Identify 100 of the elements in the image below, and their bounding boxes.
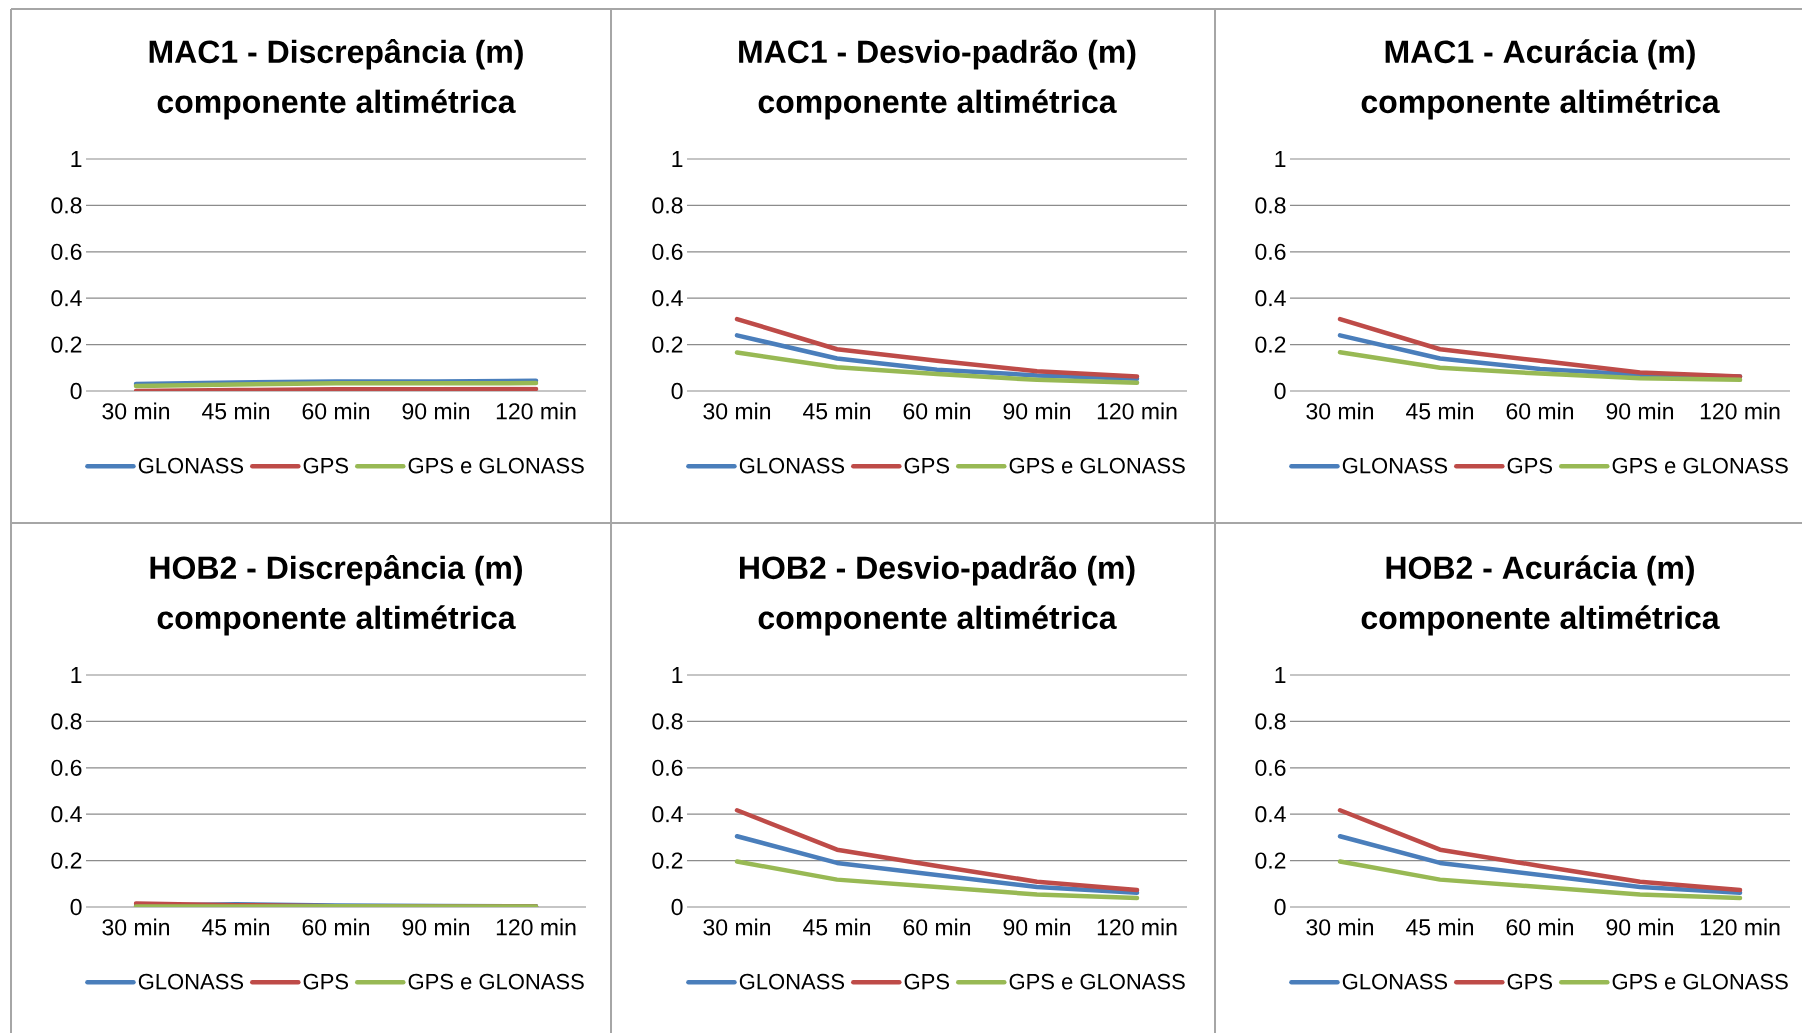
x-tick-label: 60 min — [903, 918, 971, 936]
x-tick-label: 45 min — [202, 918, 270, 936]
y-tick-label: 0.4 — [51, 806, 82, 823]
legend-label: GLONASS — [138, 973, 244, 990]
legend-label: GLONASS — [1342, 457, 1448, 474]
x-tick-label: 60 min — [903, 402, 971, 420]
y-tick-label: 0.6 — [51, 243, 82, 260]
x-tick-label: 90 min — [1003, 402, 1071, 420]
line-series — [734, 333, 1140, 381]
chart-title: HOB2 - Desvio-padrão (m) — [740, 555, 1135, 586]
x-tick-label: 45 min — [1406, 402, 1474, 420]
y-tick-label: 0.2 — [1255, 852, 1286, 869]
y-tick-label: 0.2 — [1255, 336, 1286, 353]
legend-label: GPS — [303, 973, 349, 990]
x-tick-label: 120 min — [1097, 918, 1177, 936]
legend-label: GLONASS — [739, 973, 845, 990]
legend-label: GPS e GLONASS — [408, 457, 584, 474]
y-tick-label: 0.8 — [51, 713, 82, 730]
line-series — [734, 808, 1140, 893]
x-tick-label: 60 min — [302, 918, 370, 936]
chart-subtitle: componente altimétrica — [1361, 89, 1720, 120]
x-tick-label: 30 min — [102, 918, 170, 936]
y-tick-label: 0 — [671, 382, 683, 400]
x-tick-label: 60 min — [302, 402, 370, 420]
line-series — [734, 350, 1140, 385]
line-series — [1337, 808, 1743, 893]
chart-title: HOB2 - Acurácia (m) — [1386, 555, 1694, 586]
x-tick-label: 90 min — [1003, 918, 1071, 936]
legend-label: GPS e GLONASS — [1612, 973, 1788, 990]
y-tick-label: 0 — [671, 898, 683, 916]
line-series — [1337, 316, 1743, 379]
y-tick-label: 1 — [71, 151, 82, 167]
x-tick-label: 60 min — [1506, 918, 1574, 936]
y-tick-label: 0 — [70, 382, 82, 400]
y-tick-label: 0 — [70, 898, 82, 916]
x-tick-label: 90 min — [1606, 918, 1674, 936]
legend-label: GLONASS — [1342, 973, 1448, 990]
line-series — [734, 316, 1140, 379]
y-tick-label: 0.6 — [652, 759, 683, 776]
x-tick-label: 45 min — [803, 402, 871, 420]
chart-title: MAC1 - Desvio-padrão (m) — [739, 39, 1136, 70]
y-tick-label: 0.2 — [652, 336, 683, 353]
y-tick-label: 0.8 — [51, 197, 82, 214]
y-tick-label: 0.4 — [652, 806, 683, 823]
y-tick-label: 0.6 — [1255, 243, 1286, 260]
y-tick-label: 0.6 — [51, 759, 82, 776]
x-tick-label: 120 min — [496, 918, 576, 936]
x-tick-label: 30 min — [1306, 918, 1374, 936]
y-tick-label: 0.8 — [652, 197, 683, 214]
line-series — [1337, 859, 1743, 901]
y-tick-label: 0.2 — [652, 852, 683, 869]
y-tick-label: 0 — [1274, 898, 1286, 916]
legend-label: GPS — [904, 457, 950, 474]
x-tick-label: 45 min — [803, 918, 871, 936]
y-tick-label: 0.2 — [51, 336, 82, 353]
y-tick-label: 1 — [1275, 151, 1286, 167]
y-tick-label: 0.6 — [652, 243, 683, 260]
x-tick-label: 90 min — [1606, 402, 1674, 420]
y-tick-label: 0.4 — [652, 290, 683, 307]
x-tick-label: 120 min — [1097, 402, 1177, 420]
chart-subtitle: componente altimétrica — [157, 605, 516, 636]
chart-subtitle: componente altimétrica — [1361, 605, 1720, 636]
y-tick-label: 0.4 — [51, 290, 82, 307]
legend-label: GPS — [904, 973, 950, 990]
legend-label: GPS — [303, 457, 349, 474]
y-tick-label: 0.6 — [1255, 759, 1286, 776]
y-tick-label: 1 — [672, 151, 683, 167]
chart-title: MAC1 - Discrepância (m) — [149, 38, 523, 70]
y-tick-label: 0.8 — [1255, 197, 1286, 214]
chart-subtitle: componente altimétrica — [758, 605, 1117, 636]
y-tick-label: 0.8 — [652, 713, 683, 730]
x-tick-label: 45 min — [1406, 918, 1474, 936]
x-tick-label: 45 min — [202, 402, 270, 420]
legend-label: GPS e GLONASS — [1009, 973, 1185, 990]
x-tick-label: 60 min — [1506, 402, 1574, 420]
y-tick-label: 0.4 — [1255, 290, 1286, 307]
legend-label: GLONASS — [138, 457, 244, 474]
y-tick-label: 1 — [672, 667, 683, 683]
y-tick-label: 0 — [1274, 382, 1286, 400]
x-tick-label: 30 min — [102, 402, 170, 420]
chart-title: MAC1 - Acurácia (m) — [1385, 39, 1695, 70]
legend-label: GLONASS — [739, 457, 845, 474]
x-tick-label: 30 min — [703, 918, 771, 936]
line-series — [734, 859, 1140, 901]
chart-title: HOB2 - Discrepância (m) — [150, 554, 522, 586]
line-series — [1337, 350, 1743, 383]
y-tick-label: 1 — [71, 667, 82, 683]
x-tick-label: 30 min — [1306, 402, 1374, 420]
legend-label: GPS — [1507, 973, 1553, 990]
y-tick-label: 0.4 — [1255, 806, 1286, 823]
y-tick-label: 1 — [1275, 667, 1286, 683]
y-tick-label: 0.8 — [1255, 713, 1286, 730]
x-tick-label: 30 min — [703, 402, 771, 420]
chart-subtitle: componente altimétrica — [758, 89, 1117, 120]
y-tick-label: 0.2 — [51, 852, 82, 869]
legend-label: GPS e GLONASS — [1009, 457, 1185, 474]
legend-label: GPS — [1507, 457, 1553, 474]
legend-label: GPS e GLONASS — [408, 973, 584, 990]
x-tick-label: 90 min — [402, 402, 470, 420]
x-tick-label: 120 min — [496, 402, 576, 420]
